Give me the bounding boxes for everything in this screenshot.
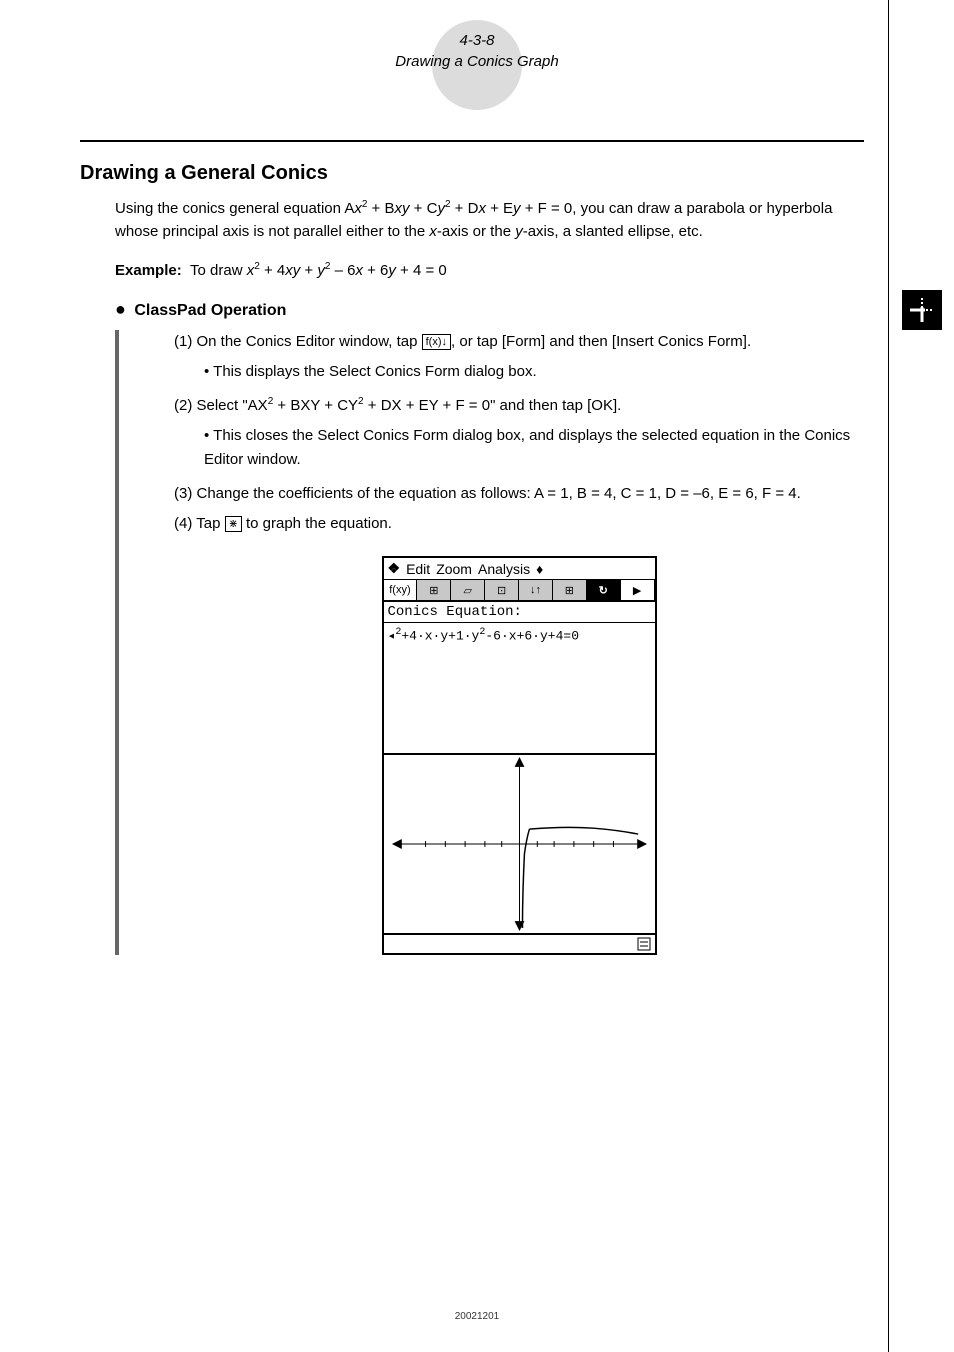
- footer-code: 20021201: [455, 1311, 500, 1322]
- equation-header: Conics Equation:: [384, 602, 655, 623]
- tool-draw: ▱: [451, 580, 485, 600]
- calculator-screenshot: ❖ Edit Zoom Analysis ♦ f(xy) ⊞ ▱ ⊡ ↓↑ ⊞ …: [382, 556, 657, 955]
- status-bar: [384, 933, 655, 953]
- toolbar: f(xy) ⊞ ▱ ⊡ ↓↑ ⊞ ↻ ▶: [384, 580, 655, 602]
- menu-zoom: Zoom: [436, 561, 472, 577]
- step-1-sub: This displays the Select Conics Form dia…: [174, 360, 864, 384]
- tool-play: ▶: [621, 580, 655, 600]
- step-2-sub: This closes the Select Conics Form dialo…: [174, 424, 864, 472]
- tool-table: ⊞: [553, 580, 587, 600]
- step-3: (3) Change the coefficients of the equat…: [174, 482, 864, 506]
- page-border-line: [888, 0, 889, 1352]
- menu-v-icon: ❖: [388, 560, 401, 577]
- page-number: 4-3-8: [0, 30, 954, 51]
- form-icon: f(x)↓: [422, 334, 451, 350]
- tool-window: ⊞: [417, 580, 451, 600]
- tool-trace: ↓↑: [519, 580, 553, 600]
- equation-area: ◂2+4·x·y+1·y2-6·x+6·y+4=0: [384, 623, 655, 753]
- graph-icon: ⋇: [225, 516, 242, 532]
- side-marker-icon: [902, 290, 942, 330]
- example-label: Example:: [115, 262, 182, 279]
- menu-diamond-icon: ♦: [536, 561, 543, 577]
- header-subtitle: Drawing a Conics Graph: [0, 51, 954, 72]
- steps-container: (1) On the Conics Editor window, tap f(x…: [115, 330, 864, 955]
- menu-analysis: Analysis: [478, 561, 530, 577]
- main-content: Drawing a General Conics Using the conic…: [0, 140, 954, 955]
- operation-title: ● ClassPad Operation: [80, 299, 864, 320]
- graph-area: [384, 753, 655, 933]
- step-4: (4) Tap ⋇ to graph the equation.: [174, 512, 864, 536]
- example-line: Example: To draw x2 + 4xy + y2 – 6x + 6y…: [80, 261, 864, 279]
- step-2: (2) Select "AX2 + BXY + CY2 + DX + EY + …: [174, 394, 864, 418]
- section-divider: [80, 140, 864, 142]
- menu-bar: ❖ Edit Zoom Analysis ♦: [384, 558, 655, 580]
- section-title: Drawing a General Conics: [80, 162, 864, 185]
- tool-zoom: ⊡: [485, 580, 519, 600]
- status-icon: [637, 937, 651, 951]
- step-1: (1) On the Conics Editor window, tap f(x…: [174, 330, 864, 354]
- page-header: 4-3-8 Drawing a Conics Graph: [0, 0, 954, 100]
- tool-fxy: f(xy): [384, 580, 418, 600]
- menu-edit: Edit: [406, 561, 430, 577]
- intro-paragraph: Using the conics general equation Ax2 + …: [80, 197, 864, 243]
- tool-refresh: ↻: [587, 580, 621, 600]
